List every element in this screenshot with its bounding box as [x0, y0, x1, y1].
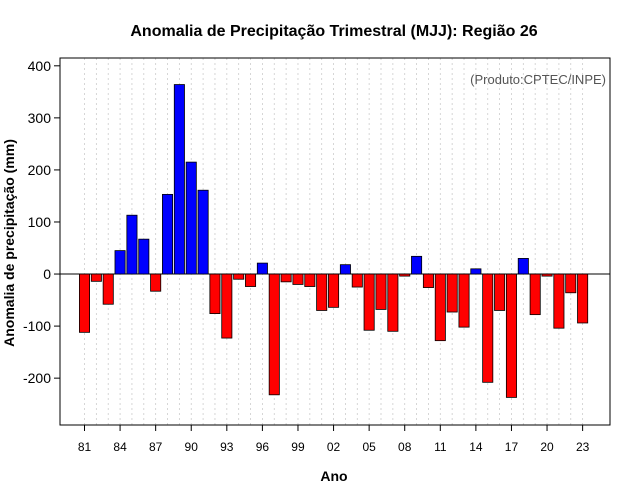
bar-1996 [256, 262, 268, 275]
chart-title: Anomalia de Precipitação Trimestral (MJJ… [130, 23, 537, 40]
x-tick-label: 90 [185, 440, 199, 454]
x-tick-label: 84 [113, 440, 127, 454]
bar-2005 [363, 273, 375, 331]
x-tick-label: 81 [78, 440, 92, 454]
y-tick-label: -100 [23, 318, 51, 334]
bar-1982 [90, 273, 102, 282]
bar-1991 [197, 189, 209, 275]
x-axis: 81 84 87 90 93 96 99 02 05 08 11 14 17 20 23 [78, 425, 590, 454]
y-axis: -200 -100 0 100 200 300 400 [23, 58, 60, 386]
bar-2020 [541, 273, 553, 277]
bar-2008 [399, 273, 411, 277]
bar-2021 [553, 273, 565, 329]
credit-text: (Produto:CPTEC/INPE) [470, 72, 606, 87]
bar-1983 [102, 273, 114, 305]
bar-1986 [138, 238, 150, 275]
x-tick-label: 17 [505, 440, 519, 454]
bar-1990 [185, 161, 197, 275]
bar-2013 [458, 273, 470, 328]
bar-1997 [268, 273, 280, 396]
x-tick-label: 96 [256, 440, 270, 454]
bars [79, 84, 589, 398]
x-tick-label: 11 [434, 440, 447, 454]
x-tick-label: 23 [576, 440, 590, 454]
x-axis-label: Ano [320, 468, 347, 484]
bar-2002 [328, 273, 340, 308]
bar-2017 [505, 273, 517, 398]
y-tick-label: 400 [28, 58, 52, 74]
bar-2007 [387, 273, 399, 332]
bar-1985 [126, 214, 138, 275]
x-tick-label: 20 [540, 440, 554, 454]
bar-1995 [245, 273, 257, 287]
bar-1988 [162, 193, 174, 275]
x-tick-label: 08 [398, 440, 412, 454]
bar-2019 [529, 273, 541, 316]
bar-2009 [411, 255, 423, 275]
x-tick-label: 14 [469, 440, 483, 454]
bar-1981 [79, 273, 91, 333]
bar-1999 [292, 273, 304, 285]
bar-2022 [565, 273, 577, 294]
x-tick-label: 02 [327, 440, 341, 454]
bar-2011 [434, 273, 446, 342]
y-tick-label: 200 [28, 162, 52, 178]
bar-2018 [517, 258, 529, 275]
bar-2001 [316, 273, 328, 311]
bar-2016 [494, 273, 506, 311]
bar-2012 [446, 273, 458, 313]
x-tick-label: 05 [362, 440, 376, 454]
bar-2015 [482, 273, 494, 383]
bar-1998 [280, 273, 292, 283]
plot-frame [59, 57, 611, 426]
y-axis-label: Anomalia de precipitação (mm) [1, 139, 17, 347]
bar-1989 [173, 84, 185, 275]
bar-1994 [233, 273, 245, 280]
y-tick-label: 0 [43, 266, 51, 282]
bar-2004 [351, 273, 363, 288]
bar-1993 [221, 273, 233, 339]
y-tick-label: -200 [23, 370, 51, 386]
bar-2003 [339, 264, 351, 275]
bar-1992 [209, 273, 221, 314]
bar-1987 [150, 273, 162, 292]
y-tick-label: 100 [28, 214, 52, 230]
x-tick-label: 99 [291, 440, 305, 454]
bar-2023 [577, 273, 589, 324]
bar-2000 [304, 273, 316, 287]
bar-2014 [470, 268, 482, 275]
bar-1984 [114, 250, 126, 275]
bar-2010 [422, 273, 434, 288]
x-tick-label: 93 [220, 440, 234, 454]
y-tick-label: 300 [28, 110, 52, 126]
bar-2006 [375, 273, 387, 310]
x-tick-label: 87 [149, 440, 163, 454]
